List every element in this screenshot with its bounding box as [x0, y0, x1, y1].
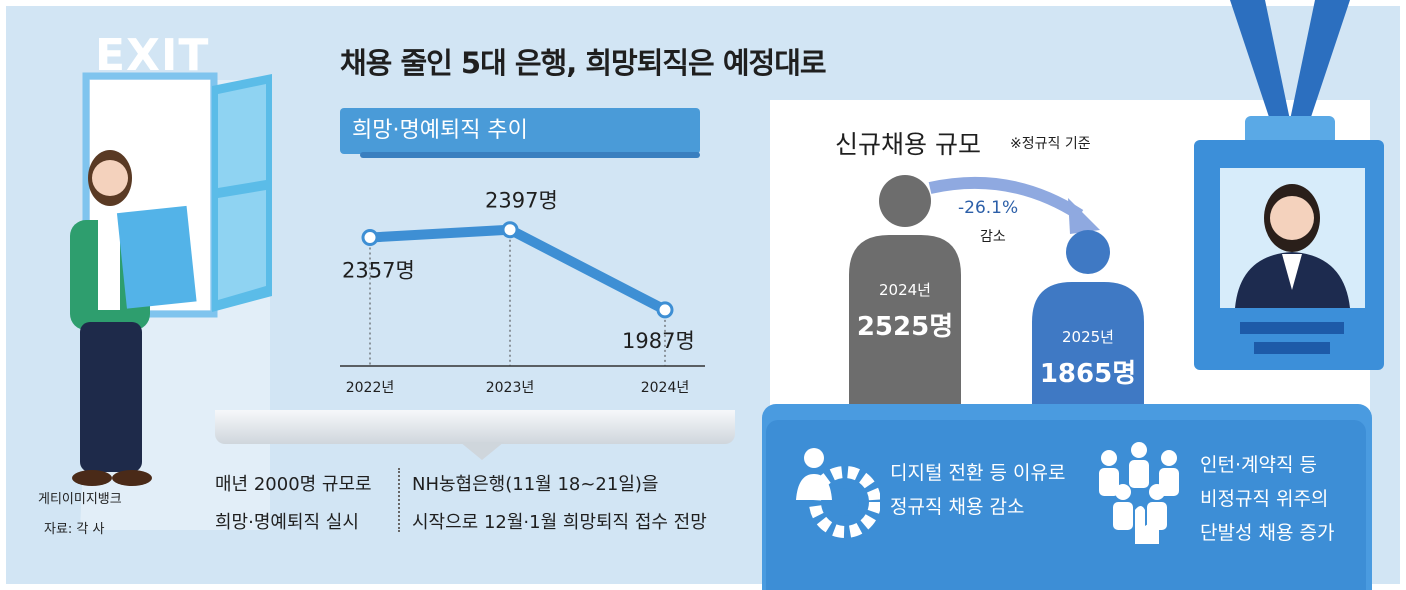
exit-sign: EXIT [95, 30, 210, 81]
line-point [656, 301, 674, 319]
id-badge-illustration [1194, 0, 1384, 370]
decrease-arrow-head [1068, 198, 1100, 234]
line-point [501, 221, 519, 239]
exit-door-illustration [70, 72, 272, 530]
hire-bar-year: 2024년 [879, 281, 931, 299]
hire-bar-value: 1865명 [1040, 359, 1136, 389]
retire-chart-label: 희망·명예퇴직 추이 [340, 108, 700, 154]
note-right-line2: 시작으로 12월·1월 희망퇴직 접수 전망 [412, 512, 707, 533]
line-tick-label: 2023년 [486, 380, 535, 396]
change-percent: -26.1% [958, 198, 1019, 218]
info-tray [215, 410, 735, 444]
retire-label-shadow [360, 152, 700, 158]
note-separator [398, 468, 400, 532]
page-title: 채용 줄인 5대 은행, 희망퇴직은 예정대로 [340, 46, 827, 80]
hire-bar-head [879, 175, 931, 227]
line-point [361, 229, 379, 247]
retire-line-chart: 2357명 2022년 2397명 2023년 1987명 2024년 [340, 189, 705, 396]
group-people-icon [1099, 442, 1179, 544]
card-contract-line3: 단발성 채용 증가 [1200, 522, 1335, 544]
line-value-label: 2357명 [342, 259, 415, 283]
image-credit: 게티이미지뱅크 [38, 492, 122, 507]
data-source: 자료: 각 사 [44, 522, 105, 537]
reason-card [766, 420, 1366, 590]
decrease-arrow [928, 176, 1084, 221]
digital-gear-icon [796, 448, 880, 538]
hire-bar [1032, 282, 1144, 415]
note-right-line1: NH농협은행(11월 18~21일)을 [412, 474, 659, 495]
change-word: 감소 [980, 229, 1006, 245]
hire-bar [849, 235, 961, 415]
line-value-label: 2397명 [485, 189, 558, 213]
line-tick-label: 2024년 [641, 380, 690, 396]
line-value-label: 1987명 [622, 329, 695, 353]
hire-chart-note: ※정규직 기준 [1010, 136, 1091, 152]
hire-bar-head [1066, 230, 1110, 275]
note-left-line1: 매년 2000명 규모로 [215, 474, 372, 495]
note-left-line2: 희망·명예퇴직 실시 [215, 512, 359, 533]
card-digital-line2: 정규직 채용 감소 [890, 496, 1025, 518]
card-digital-line1: 디지털 전환 등 이유로 [890, 462, 1066, 484]
card-contract-line1: 인턴·계약직 등 [1200, 454, 1317, 476]
hire-chart-label: 신규채용 규모 [835, 130, 981, 159]
card-contract-line2: 비정규직 위주의 [1200, 488, 1329, 510]
hire-bar-value: 2525명 [857, 312, 953, 342]
tray-arrow [460, 442, 504, 460]
line-tick-label: 2022년 [346, 380, 395, 396]
hire-bar-year: 2025년 [1062, 328, 1114, 346]
hire-bar-chart: 2024년 2525명 2025년 1865명 [849, 175, 1144, 415]
